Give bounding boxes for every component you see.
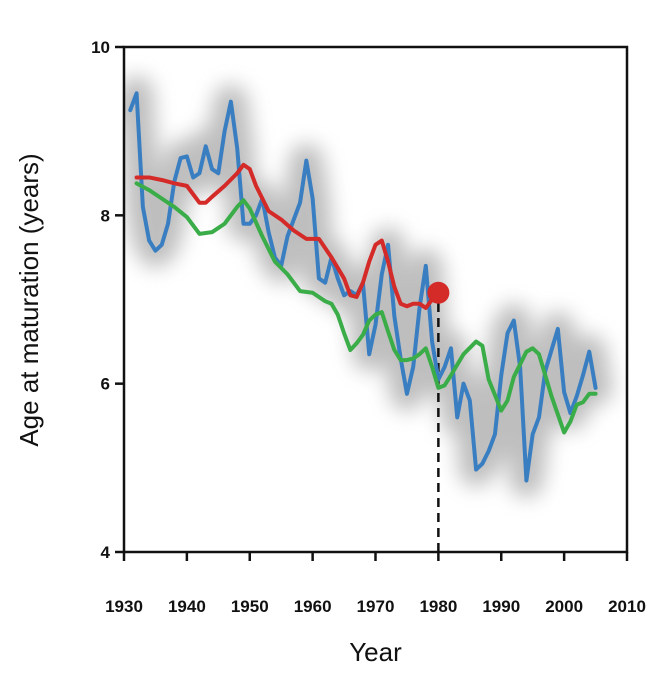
y-tick-label: 6 [101,375,110,394]
data-marker [427,281,450,304]
x-tick-label: 1990 [482,597,520,616]
x-tick-label: 1960 [294,597,332,616]
y-tick-label: 10 [91,38,110,57]
marker-layer [427,281,450,304]
y-axis-title: Age at maturation (years) [14,153,44,446]
x-tick-label: 1970 [357,597,395,616]
series-line-3 [134,181,598,435]
x-tick-label: 1980 [419,597,457,616]
x-tick-label: 1930 [105,597,143,616]
axis-layer: 1930 1940 1950 1960 1970 1980 1990 2000 2010 4 6 8 1… [91,38,646,616]
x-tick-label: 1940 [168,597,206,616]
x-axis-title: Year [349,637,402,667]
y-tick-label: 4 [101,543,111,562]
series-line-2 [134,162,441,310]
x-tick-label: 2010 [608,597,646,616]
x-tick-label: 2000 [545,597,583,616]
x-tick-label: 1950 [231,597,269,616]
series-layer [128,91,598,552]
y-tick-label: 8 [101,206,110,225]
